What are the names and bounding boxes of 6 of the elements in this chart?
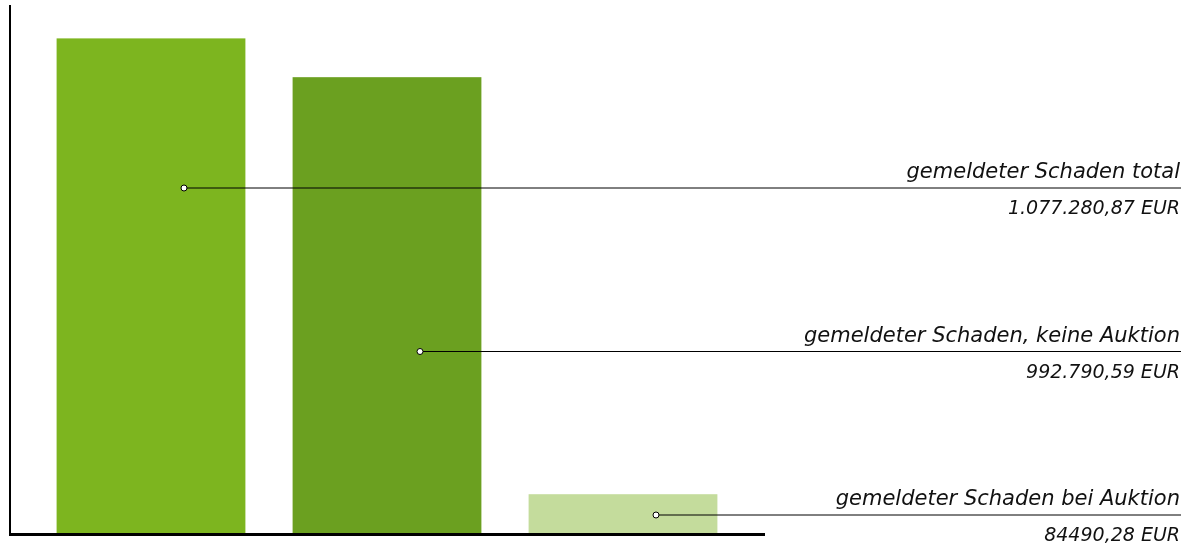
data-label: 992.790,59 EUR (1026, 359, 1180, 382)
data-label: 1.077.280,87 EUR (1007, 196, 1180, 218)
text: gemeldeter Schaden total (906, 159, 1181, 183)
text: gemeldeter Schaden, keine Auktion (803, 322, 1180, 347)
data-label: 84490,28 EUR (1044, 523, 1180, 545)
text: gemeldeter Schaden bei Auktion (835, 486, 1180, 510)
